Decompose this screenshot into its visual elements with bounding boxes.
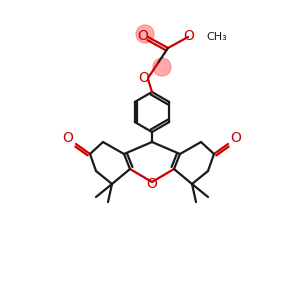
Text: O: O [147, 177, 158, 191]
Circle shape [153, 58, 171, 76]
Text: O: O [184, 29, 194, 43]
Text: CH₃: CH₃ [207, 32, 227, 42]
Text: O: O [138, 29, 148, 43]
Text: O: O [139, 71, 149, 85]
Text: O: O [231, 131, 242, 145]
Circle shape [136, 25, 154, 43]
Text: O: O [63, 131, 74, 145]
